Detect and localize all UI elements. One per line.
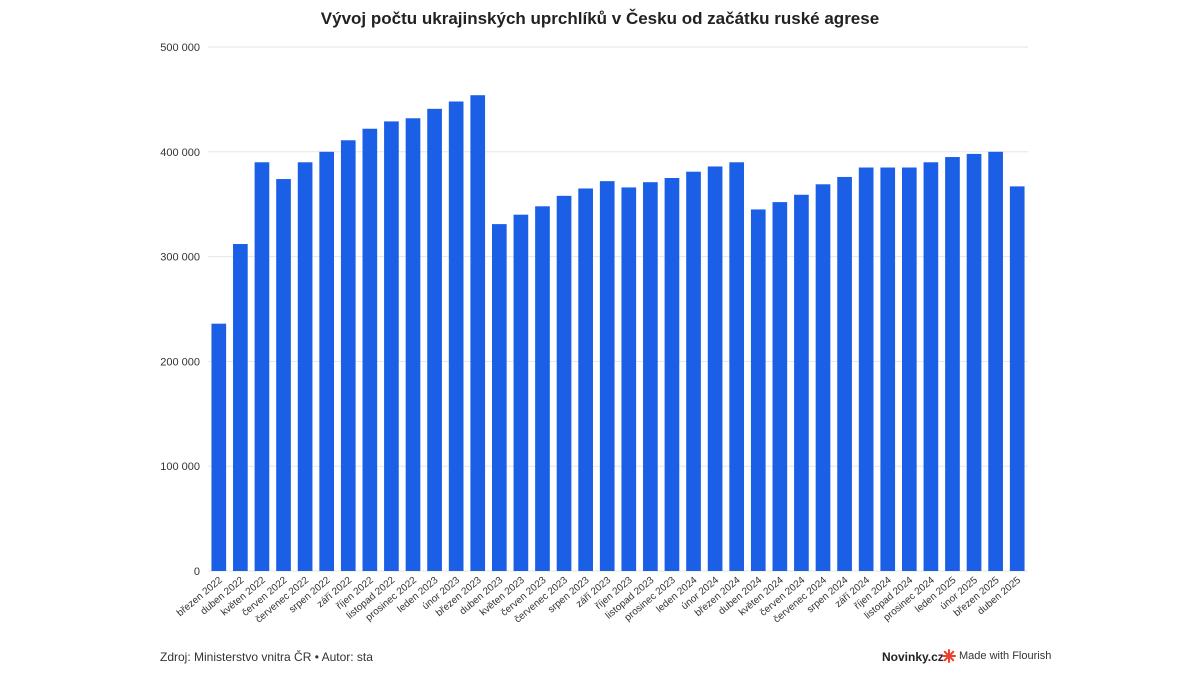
bar[interactable] (491, 224, 507, 571)
bar[interactable] (923, 162, 939, 571)
bar[interactable] (707, 166, 723, 572)
source-credit: Zdroj: Ministerstvo vnitra ČR • Autor: s… (160, 650, 373, 664)
bar[interactable] (513, 214, 529, 571)
y-tick-label: 200 000 (160, 356, 200, 368)
brand-link[interactable]: Novinky.cz (882, 650, 944, 664)
flourish-label: Made with Flourish (959, 650, 1052, 662)
y-tick-label: 300 000 (160, 252, 200, 264)
bar[interactable] (556, 195, 572, 572)
bar[interactable] (384, 121, 399, 572)
bar[interactable] (233, 244, 248, 572)
bar[interactable] (664, 178, 680, 571)
bar[interactable] (362, 128, 378, 571)
bar[interactable] (815, 184, 831, 571)
bar[interactable] (729, 162, 745, 571)
bar[interactable] (643, 182, 658, 571)
y-tick-label: 100 000 (160, 461, 200, 473)
bar[interactable] (211, 323, 227, 571)
bar[interactable] (988, 151, 1003, 572)
bar[interactable] (535, 206, 550, 571)
bar[interactable] (448, 101, 464, 571)
y-tick-label: 400 000 (160, 147, 200, 159)
bar[interactable] (837, 176, 852, 571)
bar[interactable] (750, 209, 766, 571)
bar[interactable] (276, 179, 291, 571)
bar[interactable] (578, 188, 593, 572)
bar[interactable] (966, 153, 982, 571)
bar[interactable] (772, 202, 788, 571)
bar[interactable] (945, 157, 960, 572)
bars (211, 95, 1025, 572)
bar[interactable] (880, 167, 896, 571)
bar[interactable] (470, 95, 486, 571)
bar[interactable] (686, 171, 701, 571)
bar[interactable] (427, 108, 442, 571)
bar[interactable] (901, 167, 917, 571)
y-axis-tick-labels: 0 100 000 200 000 300 000 400 000 500 000 (160, 42, 200, 578)
bar[interactable] (254, 162, 270, 571)
bar[interactable] (319, 151, 335, 572)
made-with-flourish-link[interactable]: Made with Flourish (942, 648, 1051, 664)
bar[interactable] (405, 118, 421, 571)
flourish-logo-icon (942, 649, 956, 663)
bar[interactable] (297, 162, 313, 571)
y-tick-label: 500 000 (160, 42, 200, 54)
flourish-core (946, 653, 952, 659)
bar[interactable] (621, 187, 637, 571)
bar[interactable] (1009, 186, 1025, 571)
bar[interactable] (599, 181, 615, 572)
bar[interactable] (794, 194, 809, 571)
bar[interactable] (340, 140, 356, 571)
chart-title: Vývoj počtu ukrajinských uprchlíků v Čes… (320, 9, 880, 28)
bar[interactable] (858, 167, 874, 571)
y-tick-label: 0 (194, 566, 200, 578)
